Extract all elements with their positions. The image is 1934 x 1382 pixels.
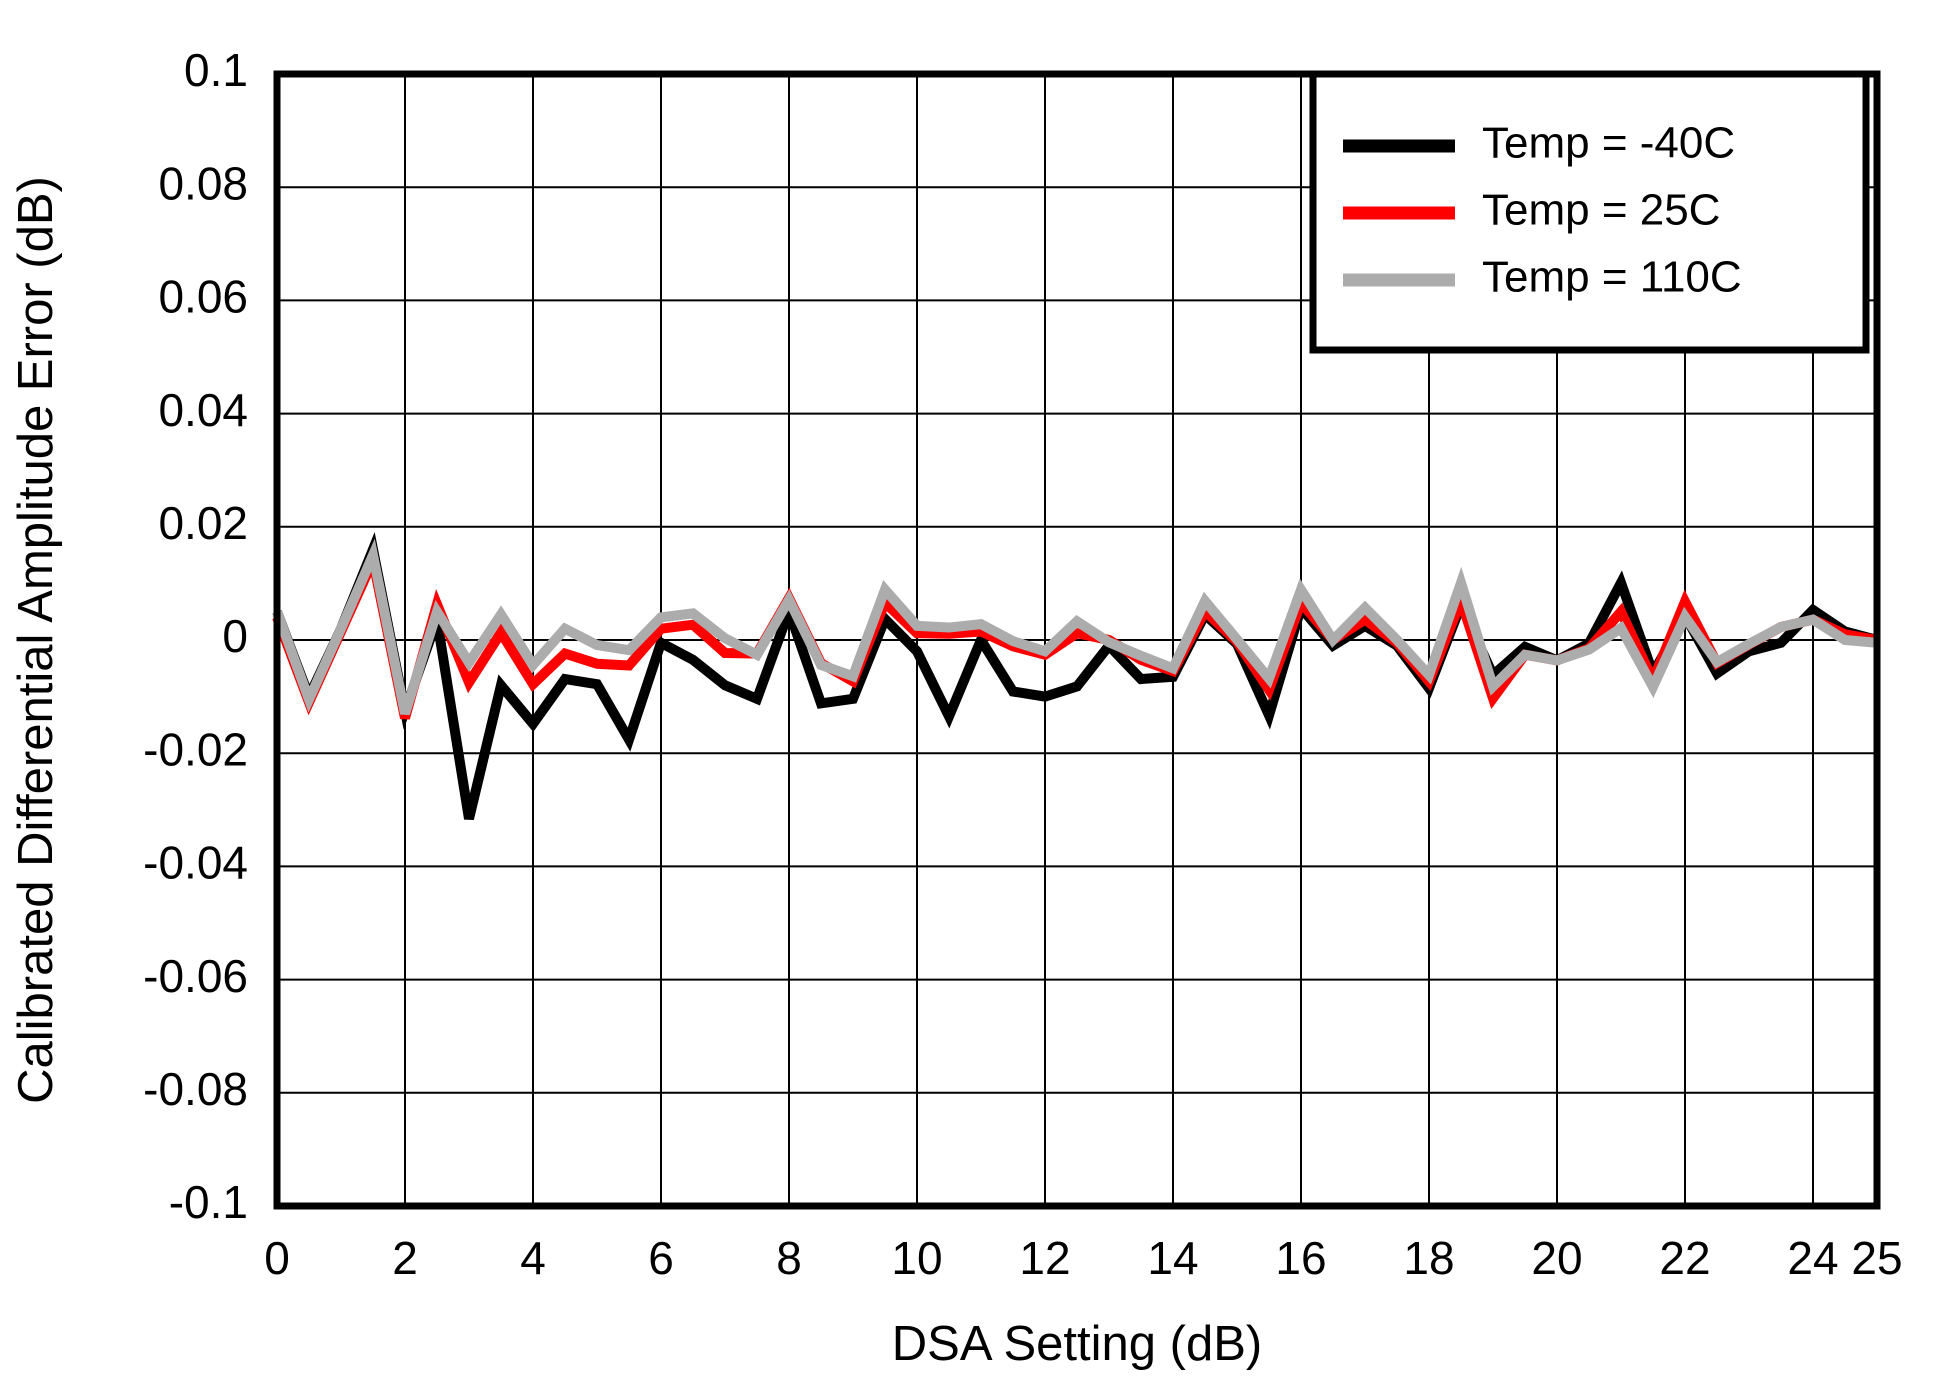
- x-axis-title: DSA Setting (dB): [892, 1317, 1262, 1371]
- x-tick-label: 6: [648, 1232, 674, 1284]
- legend-label-2: Temp = 110C: [1482, 253, 1742, 302]
- legend-label-1: Temp = 25C: [1482, 186, 1720, 235]
- y-tick-labels: 0.1 0.08 0.06 0.04 0.02 0 -0.02 -0.04 -0.06 -0.08…: [143, 44, 248, 1228]
- x-tick-label: 0: [264, 1232, 290, 1284]
- x-tick-label: 4: [520, 1232, 546, 1284]
- y-axis-title: Calibrated Differential Amplitude Error …: [9, 176, 63, 1104]
- y-tick-label: 0.02: [158, 497, 248, 549]
- x-tick-label: 25: [1851, 1232, 1902, 1284]
- y-tick-label: 0.08: [158, 157, 248, 209]
- plot-border: [273, 70, 1881, 1210]
- y-tick-label: 0.06: [158, 271, 248, 323]
- x-tick-label: 14: [1147, 1232, 1198, 1284]
- x-tick-label: 12: [1019, 1232, 1070, 1284]
- series-line-2: [272, 538, 1878, 716]
- y-tick-label: -0.02: [143, 723, 248, 775]
- y-tick-label: 0.1: [184, 44, 248, 96]
- x-tick-label: 22: [1659, 1232, 1710, 1284]
- x-tick-label: 10: [891, 1232, 942, 1284]
- series-lines: [272, 532, 1879, 821]
- y-tick-label: 0.04: [158, 384, 248, 436]
- legend-label-0: Temp = -40C: [1482, 119, 1735, 168]
- series-line-1: [272, 544, 1878, 720]
- x-tick-label: 18: [1403, 1232, 1454, 1284]
- legend: Temp = -40C Temp = 25C Temp = 110C: [1309, 70, 1870, 354]
- x-tick-label: 8: [776, 1232, 802, 1284]
- x-tick-label: 16: [1275, 1232, 1326, 1284]
- x-tick-label: 24: [1787, 1232, 1838, 1284]
- x-tick-label: 20: [1531, 1232, 1582, 1284]
- x-tick-label: 2: [392, 1232, 418, 1284]
- y-tick-label: -0.06: [143, 950, 248, 1002]
- y-tick-label: -0.04: [143, 837, 248, 889]
- y-tick-label: -0.08: [143, 1063, 248, 1115]
- series-line-0: [272, 532, 1879, 821]
- y-tick-label: -0.1: [169, 1176, 248, 1228]
- y-tick-label: 0: [222, 610, 248, 662]
- x-tick-labels: 0 2 4 6 8 10 12 14 16 18 20 22 24 25: [264, 1232, 1902, 1284]
